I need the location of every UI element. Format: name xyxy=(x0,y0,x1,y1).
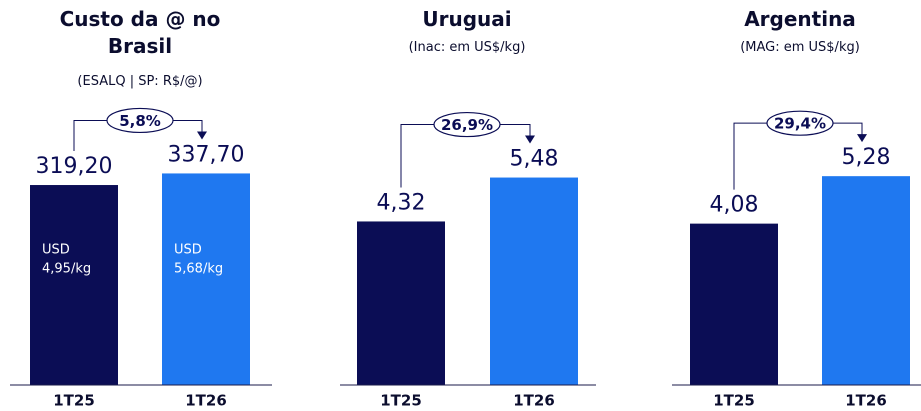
annotation-ellipse xyxy=(433,111,501,138)
value-label: 337,70 xyxy=(168,142,245,167)
annotation-arrow xyxy=(525,135,535,144)
x-tick-label: 1T26 xyxy=(513,392,555,410)
bar xyxy=(690,223,778,385)
inner-label: 4,95/kg xyxy=(42,262,91,277)
bar xyxy=(490,177,578,385)
inner-label: USD xyxy=(42,243,70,258)
inner-label: USD xyxy=(174,243,202,258)
annotation-ellipse xyxy=(106,107,174,134)
annotation-arrow xyxy=(857,134,867,143)
annotation: 5,8% xyxy=(119,112,161,130)
x-tick-label: 1T25 xyxy=(713,392,755,410)
bar xyxy=(822,176,910,385)
value-label: 4,08 xyxy=(710,193,759,218)
bar xyxy=(357,221,445,385)
value-label: 319,20 xyxy=(36,154,113,179)
value-label: 4,32 xyxy=(377,190,426,215)
chart-subtitle: (Inac: em US$/kg) xyxy=(408,40,526,55)
bar xyxy=(162,173,250,385)
chart-subtitle: (ESALQ | SP: R$/@) xyxy=(77,74,203,89)
annotation-arrow xyxy=(197,131,207,140)
chart-title: Argentina xyxy=(744,7,856,31)
x-tick-label: 1T26 xyxy=(845,392,887,410)
x-tick-label: 1T25 xyxy=(380,392,422,410)
value-label: 5,28 xyxy=(842,145,891,170)
chart-subtitle: (MAG: em US$/kg) xyxy=(740,40,860,55)
annotation: 26,9% xyxy=(441,116,493,134)
annotation: 29,4% xyxy=(774,115,826,133)
annotation-ellipse xyxy=(766,110,834,136)
x-tick-label: 1T26 xyxy=(185,392,227,410)
bar xyxy=(30,185,118,385)
inner-label: 5,68/kg xyxy=(174,262,223,277)
chart-title: Uruguai xyxy=(422,7,512,31)
value-label: 5,48 xyxy=(510,147,559,172)
chart-title: Custo da @ no Brasil xyxy=(59,7,221,58)
x-tick-label: 1T25 xyxy=(53,392,95,410)
